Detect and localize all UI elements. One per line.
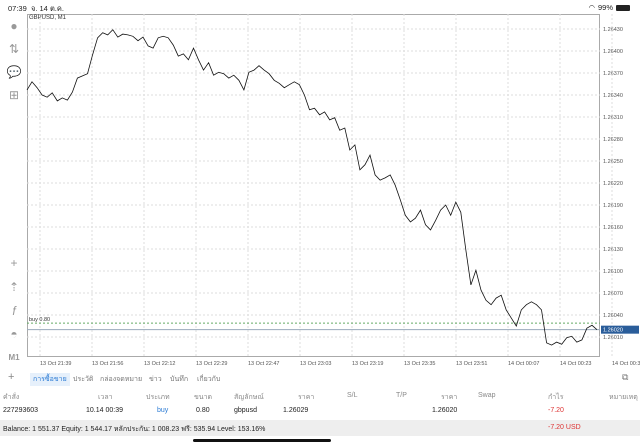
chart-symbol: GBPUSD, M1 <box>29 15 67 21</box>
order-type: buy <box>157 407 169 414</box>
tab-trade[interactable]: การซื้อขาย <box>30 373 70 386</box>
table-row[interactable]: 227293603 10.14 00:39 buy 0.80 gbpusd 1.… <box>0 403 640 419</box>
price-line <box>26 29 598 346</box>
order-symbol: gbpusd <box>234 407 257 414</box>
y-tick-label: 1.26340 <box>603 93 623 99</box>
buy-level-label: buy 0.80 <box>29 317 50 323</box>
battery-level: 99% <box>597 3 613 12</box>
tab-bar: + การซื้อขาย ประวัติ กล่องจดหมาย ข่าว บั… <box>0 371 640 386</box>
price-chart[interactable] <box>27 14 600 357</box>
chat-icon[interactable]: 💬 <box>6 65 22 79</box>
y-tick-label: 1.26070 <box>603 291 623 297</box>
home-indicator[interactable] <box>193 439 331 442</box>
x-tick-label: 13 Oct 21:39 <box>40 361 72 367</box>
indicators-icon[interactable]: ⇡ <box>8 280 20 294</box>
layout-icon[interactable]: ⧉ <box>622 372 629 382</box>
x-tick-label: 14 Oct 00:39 <box>612 361 640 367</box>
tab-mailbox[interactable]: กล่องจดหมาย <box>100 376 143 383</box>
x-tick-label: 13 Oct 23:19 <box>352 361 384 367</box>
col-price: ราคา <box>298 394 315 401</box>
col-order: คำสั่ง <box>3 394 20 401</box>
tab-history[interactable]: ประวัติ <box>73 376 94 383</box>
x-tick-label: 13 Oct 22:29 <box>196 361 228 367</box>
col-volume: ขนาด <box>194 394 213 401</box>
balance-bar: Balance: 1 551.37 Equity: 1 544.17 หลักป… <box>0 420 640 436</box>
col-time: เวลา <box>98 394 113 401</box>
col-symbol: สัญลักษณ์ <box>234 394 264 401</box>
balance-text: Balance: 1 551.37 Equity: 1 544.17 หลักป… <box>3 426 266 433</box>
order-price: 1.26029 <box>283 407 309 414</box>
y-tick-label: 1.26010 <box>603 335 623 341</box>
y-tick-label: 1.26310 <box>603 115 623 121</box>
left-toolbar: ● ⇅ 💬 ⊞ + ⇡ f ◓ M1 <box>0 14 27 369</box>
tab-journal[interactable]: บันทึก <box>170 376 189 383</box>
status-bar: 07:39 จ. 14 ต.ค. ◠ 99% <box>0 0 640 13</box>
y-tick-label: 1.26250 <box>603 159 623 165</box>
y-tick-label: 1.26280 <box>603 137 623 143</box>
x-tick-label: 13 Oct 22:47 <box>248 361 280 367</box>
battery-icon <box>616 4 630 11</box>
col-type: ประเภท <box>146 394 170 401</box>
total-profit: -7.20 USD <box>548 424 581 431</box>
objects-icon[interactable]: ◓ <box>10 327 18 341</box>
x-tick-label: 13 Oct 23:51 <box>456 361 488 367</box>
order-id: 227293603 <box>3 407 39 414</box>
function-icon[interactable]: f <box>12 304 16 318</box>
col-profit: กำไร <box>548 394 564 401</box>
trade-icon[interactable]: ⇅ <box>8 42 20 56</box>
chart-plot: 1.26430 1.26400 1.26370 1.26340 1.26310 1.262… <box>26 14 640 367</box>
timeframe-button[interactable]: M1 <box>8 353 20 362</box>
tab-about[interactable]: เกี่ยวกับ <box>197 376 221 383</box>
x-tick-label: 14 Oct 00:07 <box>508 361 540 367</box>
col-swap: Swap <box>478 392 496 399</box>
wifi-icon: ◠ <box>588 3 595 12</box>
x-tick-label: 14 Oct 00:23 <box>560 361 592 367</box>
add-icon[interactable]: + <box>8 371 15 383</box>
order-profit: -7.20 <box>548 407 564 414</box>
x-tick-label: 13 Oct 22:12 <box>144 361 176 367</box>
account-icon[interactable]: ● <box>10 19 18 33</box>
new-order-icon[interactable]: ⊞ <box>8 88 20 102</box>
col-sl: S/L <box>347 392 358 399</box>
y-tick-label: 1.26190 <box>603 203 623 209</box>
order-volume: 0.80 <box>196 407 210 414</box>
current-price-tag <box>601 325 639 334</box>
tab-news[interactable]: ข่าว <box>149 376 162 383</box>
y-tick-label: 1.26220 <box>603 181 623 187</box>
y-tick-label: 1.26160 <box>603 225 623 231</box>
current-price-label: 1.26020 <box>603 328 623 334</box>
crosshair-icon[interactable]: + <box>10 256 18 270</box>
current-price: 1.26020 <box>432 407 458 414</box>
x-tick-label: 13 Oct 21:56 <box>92 361 124 367</box>
table-header: คำสั่ง เวลา ประเภท ขนาด สัญลักษณ์ ราคา S… <box>0 388 640 404</box>
y-tick-label: 1.26400 <box>603 49 623 55</box>
col-tp: T/P <box>396 392 407 399</box>
order-time: 10.14 00:39 <box>86 407 123 414</box>
x-tick-label: 13 Oct 23:03 <box>300 361 332 367</box>
y-tick-label: 1.26130 <box>603 247 623 253</box>
x-tick-label: 13 Oct 23:35 <box>404 361 436 367</box>
y-tick-label: 1.26370 <box>603 71 623 77</box>
status-time: 07:39 จ. 14 ต.ค. <box>8 4 64 13</box>
col-current-price: ราคา <box>441 394 458 401</box>
y-tick-label: 1.26040 <box>603 313 623 319</box>
col-comment: หมายเหตุ <box>609 394 638 401</box>
y-tick-label: 1.26430 <box>603 27 623 33</box>
y-tick-label: 1.26100 <box>603 269 623 275</box>
